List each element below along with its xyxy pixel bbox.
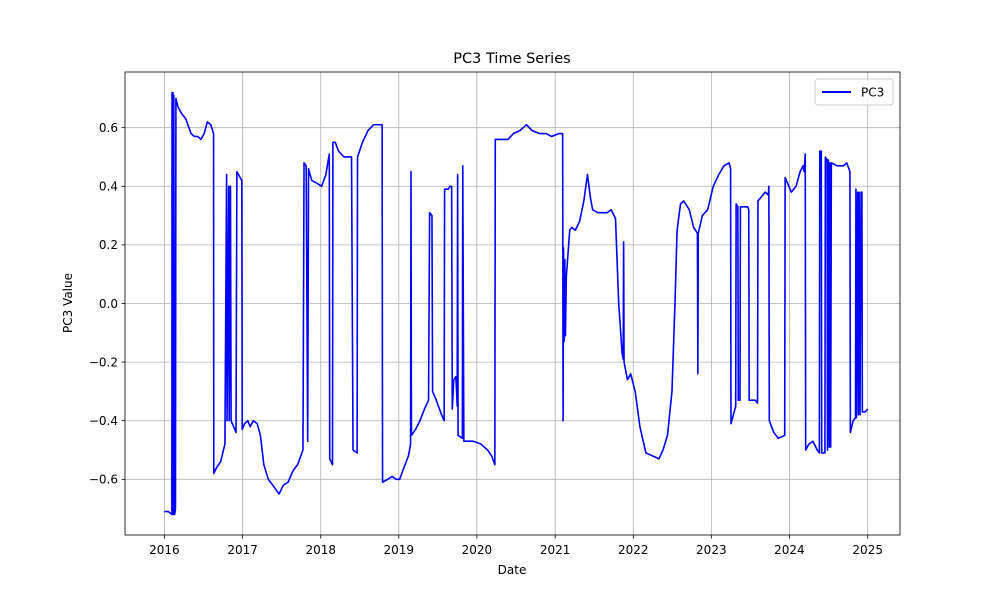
chart-title: PC3 Time Series bbox=[453, 51, 570, 67]
y-tick-label: 0.2 bbox=[99, 238, 118, 252]
x-tick-label: 2022 bbox=[618, 543, 649, 557]
legend: PC3 bbox=[814, 78, 894, 106]
y-axis-label: PC3 Value bbox=[61, 273, 75, 333]
x-tick-label: 2021 bbox=[540, 543, 571, 557]
y-tick-label: −0.4 bbox=[89, 414, 118, 428]
x-tick-label: 2020 bbox=[462, 543, 493, 557]
x-tick-label: 2023 bbox=[696, 543, 727, 557]
x-tick-label: 2016 bbox=[149, 543, 180, 557]
x-tick-label: 2019 bbox=[384, 543, 415, 557]
x-axis-label: Date bbox=[498, 563, 527, 577]
legend-box bbox=[814, 78, 894, 106]
y-tick-label: 0.6 bbox=[99, 121, 118, 135]
y-tick-label: 0.4 bbox=[99, 180, 118, 194]
y-tick-label: −0.6 bbox=[89, 473, 118, 487]
legend-label-pc3: PC3 bbox=[861, 86, 884, 100]
ticks: 2016 2017 2018 2019 2020 2021 2022 2023 2024 2025… bbox=[89, 121, 883, 557]
x-tick-label: 2024 bbox=[774, 543, 805, 557]
x-tick-label: 2018 bbox=[305, 543, 336, 557]
series-line-pc3 bbox=[164, 91, 869, 516]
y-tick-label: −0.2 bbox=[89, 355, 118, 369]
series-layer bbox=[164, 91, 869, 516]
y-tick-label: 0.0 bbox=[99, 297, 118, 311]
x-tick-label: 2017 bbox=[227, 543, 258, 557]
x-tick-label: 2025 bbox=[852, 543, 883, 557]
